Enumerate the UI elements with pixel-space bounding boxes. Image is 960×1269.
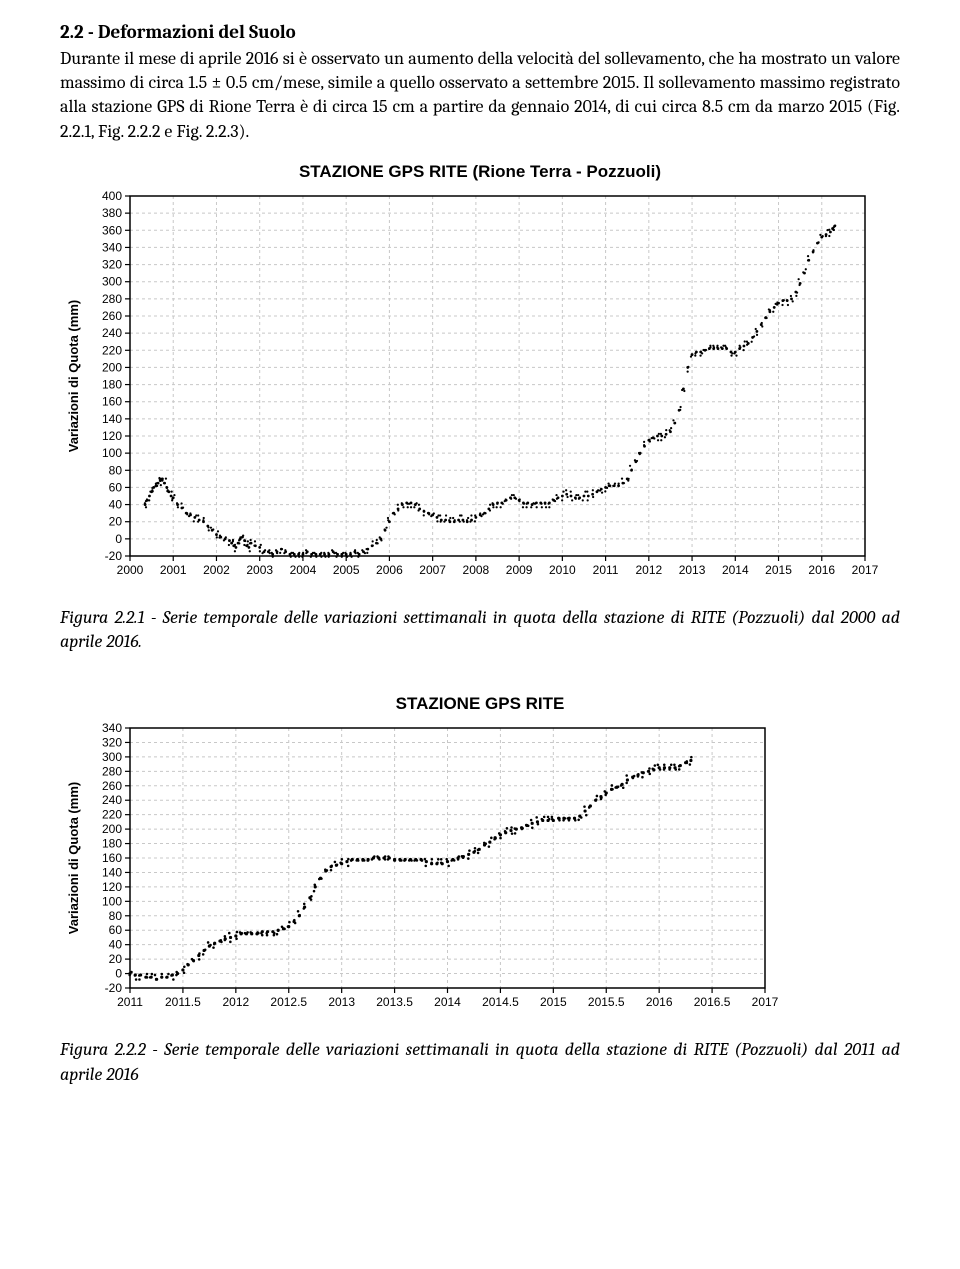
svg-text:2013: 2013 <box>679 563 706 577</box>
svg-text:140: 140 <box>102 412 122 426</box>
svg-text:100: 100 <box>102 446 122 460</box>
svg-text:40: 40 <box>109 938 123 952</box>
svg-text:60: 60 <box>109 924 123 938</box>
svg-text:320: 320 <box>102 257 122 271</box>
svg-text:360: 360 <box>102 223 122 237</box>
page-content: 2.2 - Deformazioni del Suolo Durante il … <box>0 0 960 1127</box>
svg-text:300: 300 <box>102 275 122 289</box>
svg-text:20: 20 <box>109 953 123 967</box>
svg-text:2003: 2003 <box>246 563 273 577</box>
svg-text:40: 40 <box>109 497 123 511</box>
svg-text:Variazioni di Quota (mm): Variazioni di Quota (mm) <box>66 782 81 934</box>
chart-1-svg: -20 0 20 40 60 80 100 120 140 160 180 200 220 240 260 2… <box>60 186 880 586</box>
svg-text:260: 260 <box>102 779 122 793</box>
svg-text:340: 340 <box>102 721 122 735</box>
svg-text:140: 140 <box>102 866 122 880</box>
svg-text:2004: 2004 <box>290 563 317 577</box>
svg-text:180: 180 <box>102 377 122 391</box>
section-heading: 2.2 - Deformazioni del Suolo <box>60 20 900 45</box>
svg-text:2011.5: 2011.5 <box>165 995 201 1009</box>
svg-text:2016: 2016 <box>646 995 673 1009</box>
svg-text:340: 340 <box>102 240 122 254</box>
svg-text:240: 240 <box>102 794 122 808</box>
svg-text:2017: 2017 <box>752 995 779 1009</box>
svg-text:2011: 2011 <box>117 995 143 1009</box>
svg-text:200: 200 <box>102 823 122 837</box>
svg-text:160: 160 <box>102 395 122 409</box>
svg-text:2005: 2005 <box>333 563 360 577</box>
svg-text:2012: 2012 <box>222 995 249 1009</box>
svg-text:400: 400 <box>102 189 122 203</box>
chart-2-title: STAZIONE GPS RITE <box>60 694 900 714</box>
svg-text:120: 120 <box>102 429 122 443</box>
svg-text:2014: 2014 <box>722 563 749 577</box>
svg-text:2006: 2006 <box>376 563 403 577</box>
chart-1-wrap: STAZIONE GPS RITE (Rione Terra - Pozzuol… <box>60 162 900 586</box>
svg-text:120: 120 <box>102 880 122 894</box>
svg-text:200: 200 <box>102 360 122 374</box>
svg-text:2014: 2014 <box>434 995 461 1009</box>
svg-text:2007: 2007 <box>419 563 446 577</box>
svg-text:80: 80 <box>109 463 123 477</box>
svg-text:2017: 2017 <box>852 563 879 577</box>
svg-text:2002: 2002 <box>203 563 230 577</box>
svg-text:2015: 2015 <box>765 563 792 577</box>
svg-text:2016: 2016 <box>808 563 835 577</box>
svg-text:2015.5: 2015.5 <box>588 995 625 1009</box>
svg-text:220: 220 <box>102 808 122 822</box>
body-paragraph: Durante il mese di aprile 2016 si è osse… <box>60 47 900 144</box>
svg-text:280: 280 <box>102 292 122 306</box>
svg-text:2016.5: 2016.5 <box>694 995 731 1009</box>
figure-caption-2: Figura 2.2.2 - Serie temporale delle var… <box>60 1038 900 1087</box>
svg-text:2012: 2012 <box>635 563 662 577</box>
svg-text:2008: 2008 <box>463 563 490 577</box>
svg-text:300: 300 <box>102 750 122 764</box>
svg-text:2014.5: 2014.5 <box>482 995 519 1009</box>
svg-text:Variazioni di Quota (mm): Variazioni di Quota (mm) <box>66 300 81 452</box>
figure-caption-1: Figura 2.2.1 - Serie temporale delle var… <box>60 606 900 655</box>
svg-text:380: 380 <box>102 206 122 220</box>
svg-text:2010: 2010 <box>549 563 576 577</box>
svg-text:240: 240 <box>102 326 122 340</box>
svg-text:100: 100 <box>102 895 122 909</box>
svg-text:2001: 2001 <box>160 563 187 577</box>
svg-text:2013: 2013 <box>328 995 355 1009</box>
svg-text:20: 20 <box>109 515 123 529</box>
svg-text:-20: -20 <box>105 549 123 563</box>
svg-text:2013.5: 2013.5 <box>376 995 413 1009</box>
svg-text:2009: 2009 <box>506 563 533 577</box>
svg-text:0: 0 <box>115 532 122 546</box>
svg-text:180: 180 <box>102 837 122 851</box>
chart-2-wrap: STAZIONE GPS RITE -200204060801001201401… <box>60 694 900 1018</box>
svg-text:0: 0 <box>115 967 122 981</box>
svg-text:60: 60 <box>109 480 123 494</box>
svg-text:320: 320 <box>102 736 122 750</box>
svg-text:220: 220 <box>102 343 122 357</box>
chart-1-title: STAZIONE GPS RITE (Rione Terra - Pozzuol… <box>60 162 900 182</box>
svg-text:80: 80 <box>109 909 123 923</box>
svg-text:2000: 2000 <box>117 563 144 577</box>
svg-text:-20: -20 <box>105 981 123 995</box>
svg-text:160: 160 <box>102 851 122 865</box>
svg-text:280: 280 <box>102 765 122 779</box>
svg-text:260: 260 <box>102 309 122 323</box>
svg-text:2011: 2011 <box>593 563 619 577</box>
chart-2-svg: -200204060801001201401601802002202402602… <box>60 718 780 1018</box>
svg-text:2012.5: 2012.5 <box>270 995 307 1009</box>
svg-text:2015: 2015 <box>540 995 567 1009</box>
